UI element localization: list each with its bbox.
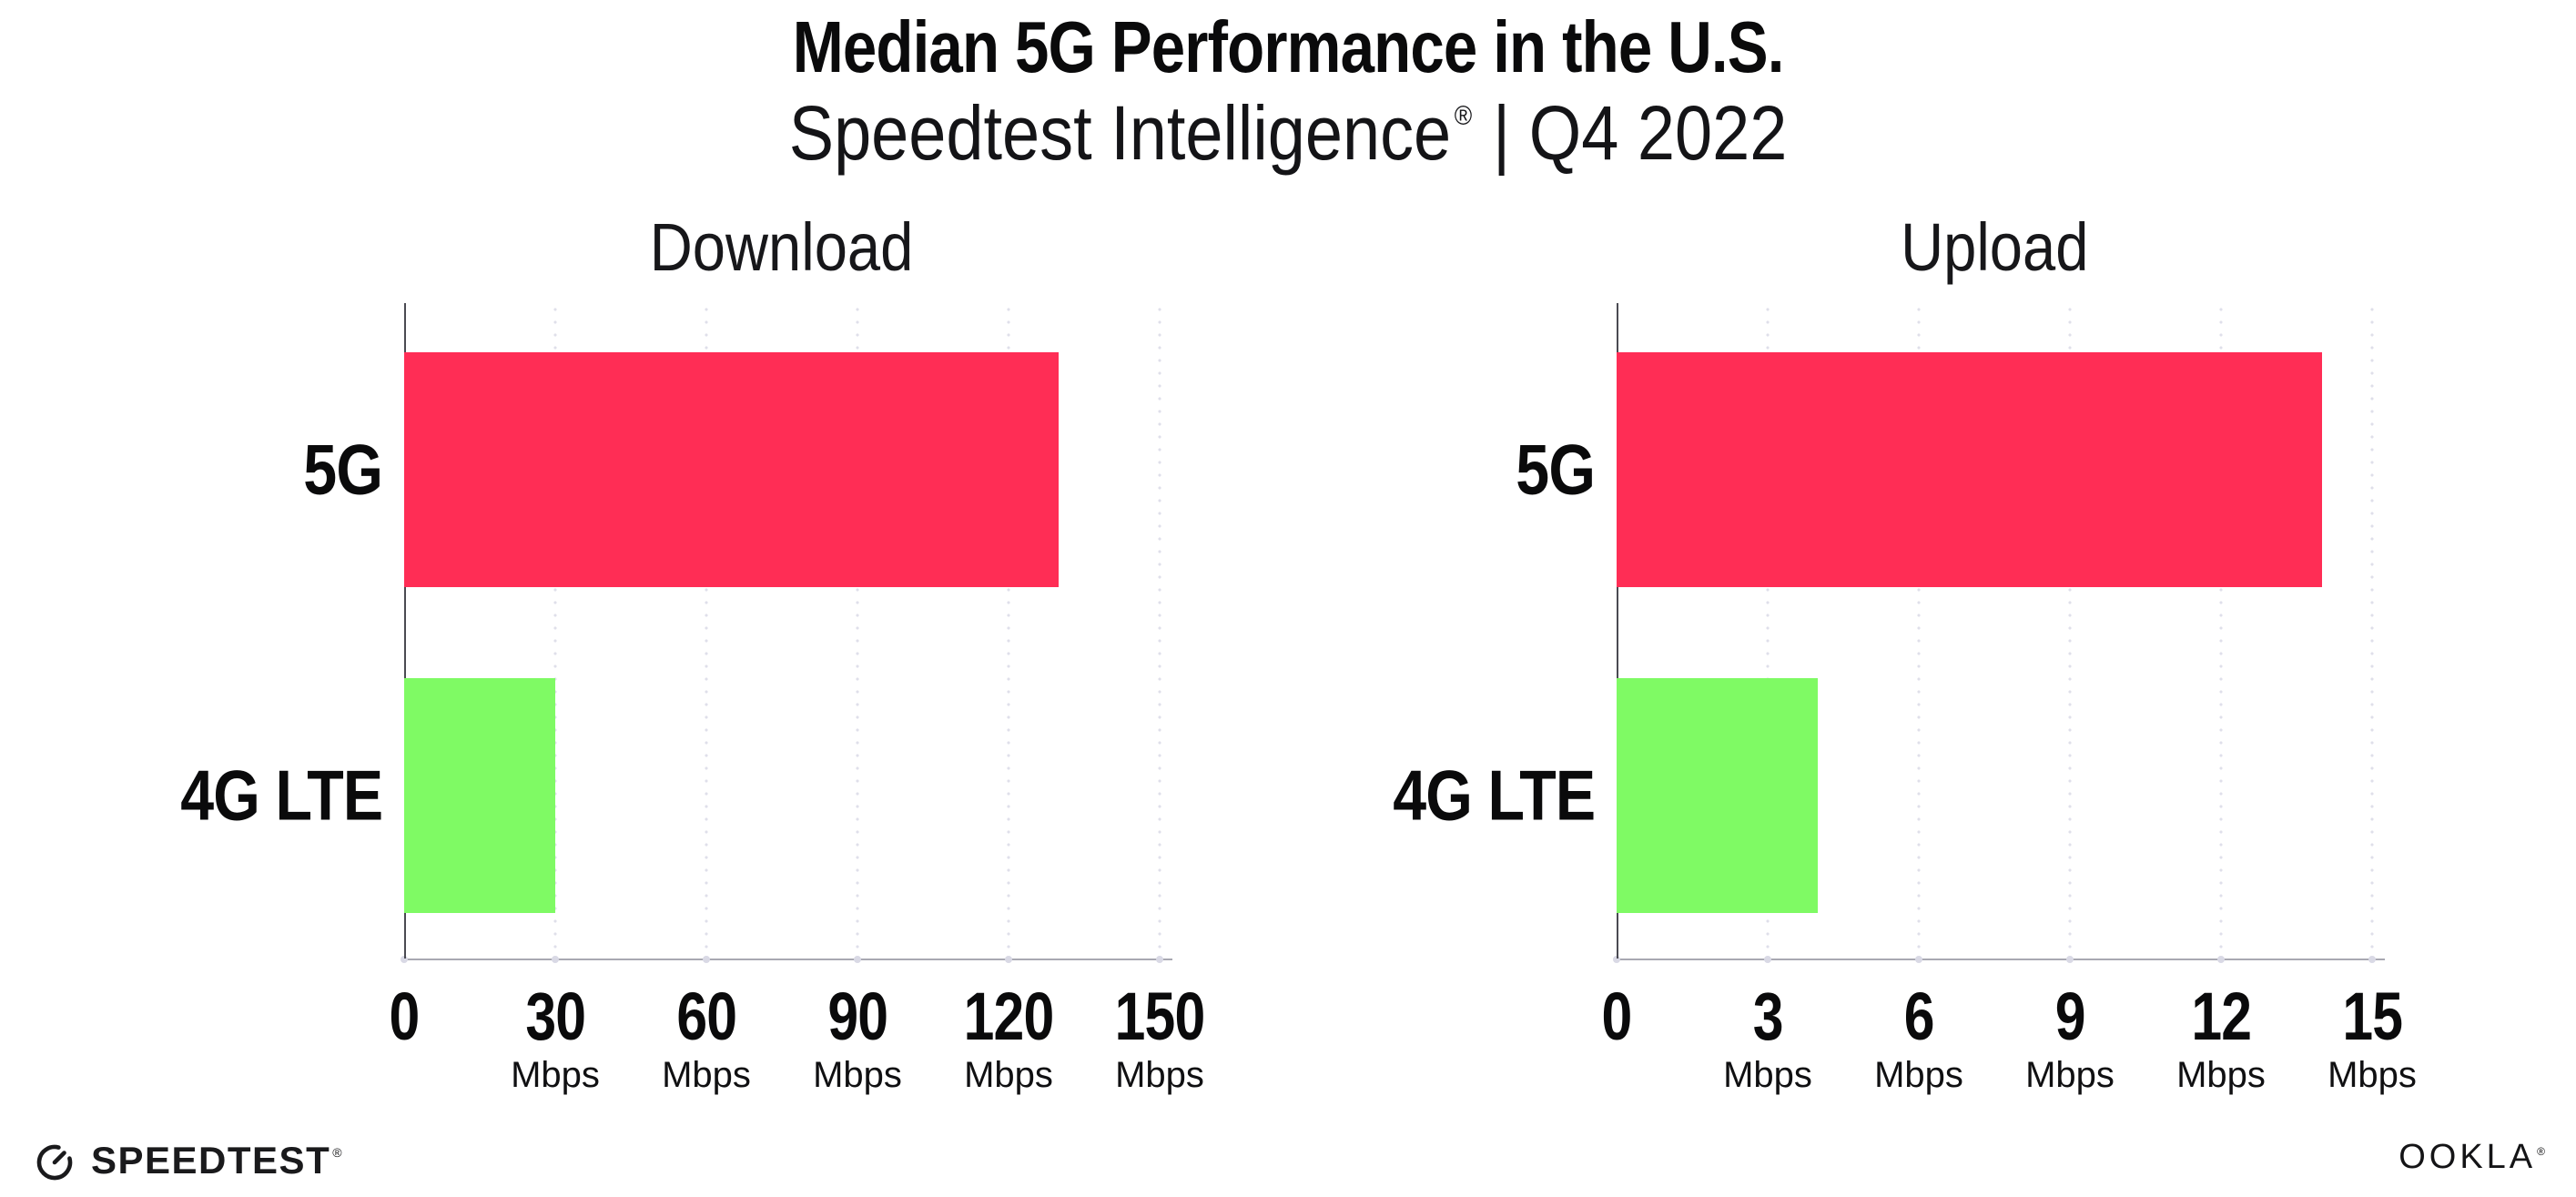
gridline <box>1766 303 1770 959</box>
category-label-4g-lte: 4G LTE <box>179 755 383 836</box>
subtitle-period: | Q4 2022 <box>1492 90 1788 176</box>
gridline <box>1158 303 1161 959</box>
registered-mark: ® <box>332 1145 344 1160</box>
chart-title: Download <box>650 209 914 285</box>
x-tick-label: 15 Mbps <box>2328 979 2417 1095</box>
category-label-5g: 5G <box>303 429 383 510</box>
x-tick-label: 6 Mbps <box>1874 979 1963 1095</box>
tick-mark <box>1613 956 1620 963</box>
tick-mark <box>1915 956 1922 963</box>
x-tick-label: 120 Mbps <box>954 979 1063 1095</box>
category-label-4g-lte: 4G LTE <box>1392 755 1596 836</box>
tick-unit: Mbps <box>2328 1055 2417 1095</box>
tick-unit: Mbps <box>511 1055 600 1095</box>
tick-unit: Mbps <box>2176 1055 2266 1095</box>
tick-mark <box>1156 956 1163 963</box>
tick-unit <box>386 1056 422 1094</box>
gridline <box>856 303 859 959</box>
tick-unit: Mbps <box>662 1055 751 1095</box>
y-axis-line <box>1617 303 1618 959</box>
tick-mark <box>401 956 408 963</box>
tick-mark <box>552 956 559 963</box>
category-label-5g: 5G <box>1516 429 1596 510</box>
tick-mark <box>2217 956 2225 963</box>
tick-value: 120 <box>963 979 1055 1054</box>
tick-unit <box>1598 1056 1635 1094</box>
bar-4g-lte <box>1617 677 1819 913</box>
tick-value: 6 <box>1903 979 1935 1054</box>
tick-value: 0 <box>1601 979 1633 1054</box>
tick-value: 12 <box>2191 979 2252 1054</box>
speedtest-logo: SPEEDTEST ® <box>33 1139 343 1182</box>
bar-4g-lte <box>404 677 555 913</box>
x-tick-label: 12 Mbps <box>2176 979 2266 1095</box>
y-axis-labels: 5G 4G LTE <box>131 303 383 959</box>
upload-chart: Upload 5G 4G LTE 0 3 Mbps 6 Mbps 9 Mbps 12 Mbps 1… <box>1344 209 2445 1129</box>
tick-unit: Mbps <box>1723 1055 1812 1095</box>
tick-value: 15 <box>2342 979 2403 1054</box>
x-tick-label: 60 Mbps <box>662 979 751 1095</box>
tick-value: 150 <box>1114 979 1206 1054</box>
gridline <box>2219 303 2223 959</box>
x-axis-line <box>404 959 1172 960</box>
x-tick-label: 0 <box>1598 981 1635 1094</box>
tick-unit: Mbps <box>1874 1055 1963 1095</box>
tick-unit: Mbps <box>1115 1055 1204 1095</box>
speedtest-wordmark: SPEEDTEST ® <box>91 1139 344 1182</box>
x-tick-label: 30 Mbps <box>511 979 600 1095</box>
tick-unit: Mbps <box>964 1055 1053 1095</box>
tick-mark <box>1764 956 1771 963</box>
tick-value: 3 <box>1752 979 1784 1054</box>
tick-mark <box>2368 956 2376 963</box>
x-tick-label: 9 Mbps <box>2025 979 2115 1095</box>
x-tick-label: 90 Mbps <box>813 979 902 1095</box>
y-axis-line <box>404 303 406 959</box>
tick-value: 60 <box>676 979 737 1054</box>
x-axis-labels: 0 3 Mbps 6 Mbps 9 Mbps 12 Mbps 15 Mbps <box>1602 979 2417 1118</box>
download-chart: Download 5G 4G LTE 0 30 Mbps 60 Mbps 90 Mbps 12… <box>131 209 1232 1129</box>
speedtest-gauge-icon <box>36 1144 73 1181</box>
gridline <box>553 303 557 959</box>
tick-unit: Mbps <box>2025 1055 2115 1095</box>
tick-mark <box>2066 956 2074 963</box>
x-tick-label: 3 Mbps <box>1723 979 1812 1095</box>
tick-unit: Mbps <box>813 1055 902 1095</box>
gridline <box>1007 303 1010 959</box>
x-tick-label: 150 Mbps <box>1105 979 1214 1095</box>
plot-area <box>1617 303 2374 959</box>
tick-mark <box>1005 956 1012 963</box>
x-axis-line <box>1617 959 2385 960</box>
chart-title: Upload <box>1900 209 2089 285</box>
bar-5g <box>1617 352 2322 587</box>
bar-5g <box>404 352 1060 587</box>
tick-mark <box>703 956 710 963</box>
tick-mark <box>854 956 861 963</box>
gridline <box>1917 303 1921 959</box>
ookla-logo: OOKLA® <box>2399 1138 2545 1177</box>
registered-mark: ® <box>1454 101 1473 131</box>
x-axis-labels: 0 30 Mbps 60 Mbps 90 Mbps 120 Mbps 150 Mbps <box>390 979 1206 1118</box>
tick-value: 0 <box>389 979 421 1054</box>
tick-value: 9 <box>2054 979 2086 1054</box>
page-title-text: Median 5G Performance in the U.S. <box>792 6 1785 87</box>
page-subtitle: Speedtest Intelligence ® | Q4 2022 <box>0 87 2576 197</box>
gridline <box>705 303 708 959</box>
x-tick-label: 0 <box>386 981 422 1094</box>
registered-mark: ® <box>2537 1145 2545 1158</box>
plot-area <box>404 303 1161 959</box>
gridline <box>2370 303 2374 959</box>
tick-value: 90 <box>827 979 888 1054</box>
y-axis-labels: 5G 4G LTE <box>1344 303 1596 959</box>
page-title: Median 5G Performance in the U.S. <box>0 4 2576 91</box>
tick-value: 30 <box>525 979 586 1054</box>
subtitle-brand: Speedtest Intelligence <box>788 90 1452 176</box>
gridline <box>2068 303 2072 959</box>
ookla-wordmark: OOKLA <box>2399 1138 2537 1176</box>
